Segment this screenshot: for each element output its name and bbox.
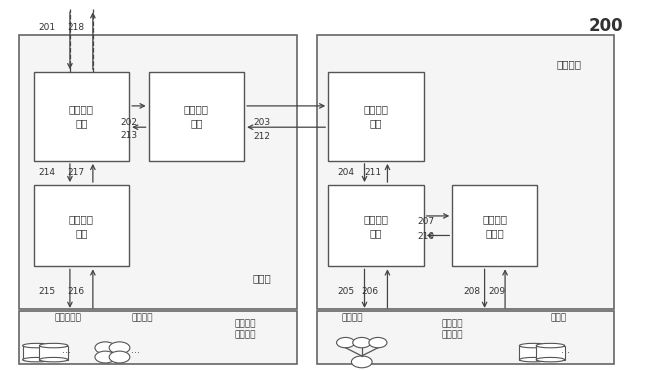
- Text: 数据传输
模块: 数据传输 模块: [364, 105, 388, 128]
- Bar: [317, 35, 614, 309]
- Text: 211: 211: [365, 168, 382, 176]
- Text: ···: ···: [62, 348, 71, 358]
- Text: 214: 214: [38, 168, 55, 176]
- Ellipse shape: [519, 343, 548, 348]
- Text: 218: 218: [68, 23, 85, 32]
- Bar: [452, 185, 537, 266]
- Bar: [39, 346, 68, 360]
- Text: 数据传输
模块: 数据传输 模块: [184, 105, 209, 128]
- Text: ···: ···: [561, 348, 570, 358]
- Text: 201: 201: [38, 23, 55, 32]
- Text: 节点号管
理模块: 节点号管 理模块: [483, 214, 507, 238]
- Text: 200: 200: [589, 17, 623, 35]
- Bar: [34, 185, 129, 266]
- Text: 数据缓存: 数据缓存: [131, 314, 153, 323]
- Circle shape: [369, 337, 387, 348]
- Ellipse shape: [519, 357, 548, 362]
- Circle shape: [109, 351, 130, 363]
- Circle shape: [351, 356, 372, 368]
- Text: 205: 205: [337, 287, 354, 296]
- Text: 元信息缓存: 元信息缓存: [54, 314, 81, 323]
- Text: 212: 212: [253, 132, 270, 141]
- Text: 215: 215: [38, 287, 55, 296]
- Text: 导出目录: 导出目录: [341, 314, 363, 323]
- Bar: [328, 72, 424, 161]
- Text: 缓存管理
模块: 缓存管理 模块: [69, 214, 94, 238]
- Text: 202: 202: [121, 118, 138, 127]
- Circle shape: [353, 337, 371, 348]
- Bar: [19, 35, 297, 309]
- Bar: [19, 311, 297, 364]
- Text: 底层局域
文件系统: 底层局域 文件系统: [234, 319, 256, 340]
- Text: 事件处理
模块: 事件处理 模块: [364, 214, 388, 238]
- Bar: [23, 346, 51, 360]
- Ellipse shape: [23, 357, 51, 362]
- Ellipse shape: [536, 357, 565, 362]
- Bar: [34, 72, 129, 161]
- Circle shape: [109, 342, 130, 354]
- Bar: [149, 72, 244, 161]
- Circle shape: [95, 351, 116, 363]
- Ellipse shape: [23, 343, 51, 348]
- Text: 217: 217: [68, 168, 85, 176]
- Bar: [317, 311, 614, 364]
- Circle shape: [337, 337, 355, 348]
- Ellipse shape: [536, 343, 565, 348]
- Text: 209: 209: [489, 287, 506, 296]
- Text: 210: 210: [418, 232, 435, 241]
- Text: 207: 207: [418, 218, 435, 226]
- Text: ···: ···: [130, 348, 140, 358]
- Text: 客户端: 客户端: [253, 273, 271, 283]
- Text: 服务器端: 服务器端: [556, 59, 581, 69]
- Bar: [536, 346, 565, 360]
- Ellipse shape: [39, 357, 68, 362]
- Text: 203: 203: [253, 118, 270, 127]
- Text: 数据库: 数据库: [551, 314, 567, 323]
- Text: 事件驱动
模块: 事件驱动 模块: [69, 105, 94, 128]
- Text: 213: 213: [121, 131, 138, 139]
- Text: 216: 216: [68, 287, 85, 296]
- Text: 204: 204: [337, 168, 354, 176]
- Ellipse shape: [39, 343, 68, 348]
- Bar: [328, 185, 424, 266]
- Text: 底层局域
文件系统: 底层局域 文件系统: [441, 319, 463, 340]
- Text: 206: 206: [361, 287, 378, 296]
- Bar: [519, 346, 548, 360]
- Text: 208: 208: [463, 287, 480, 296]
- Circle shape: [95, 342, 116, 354]
